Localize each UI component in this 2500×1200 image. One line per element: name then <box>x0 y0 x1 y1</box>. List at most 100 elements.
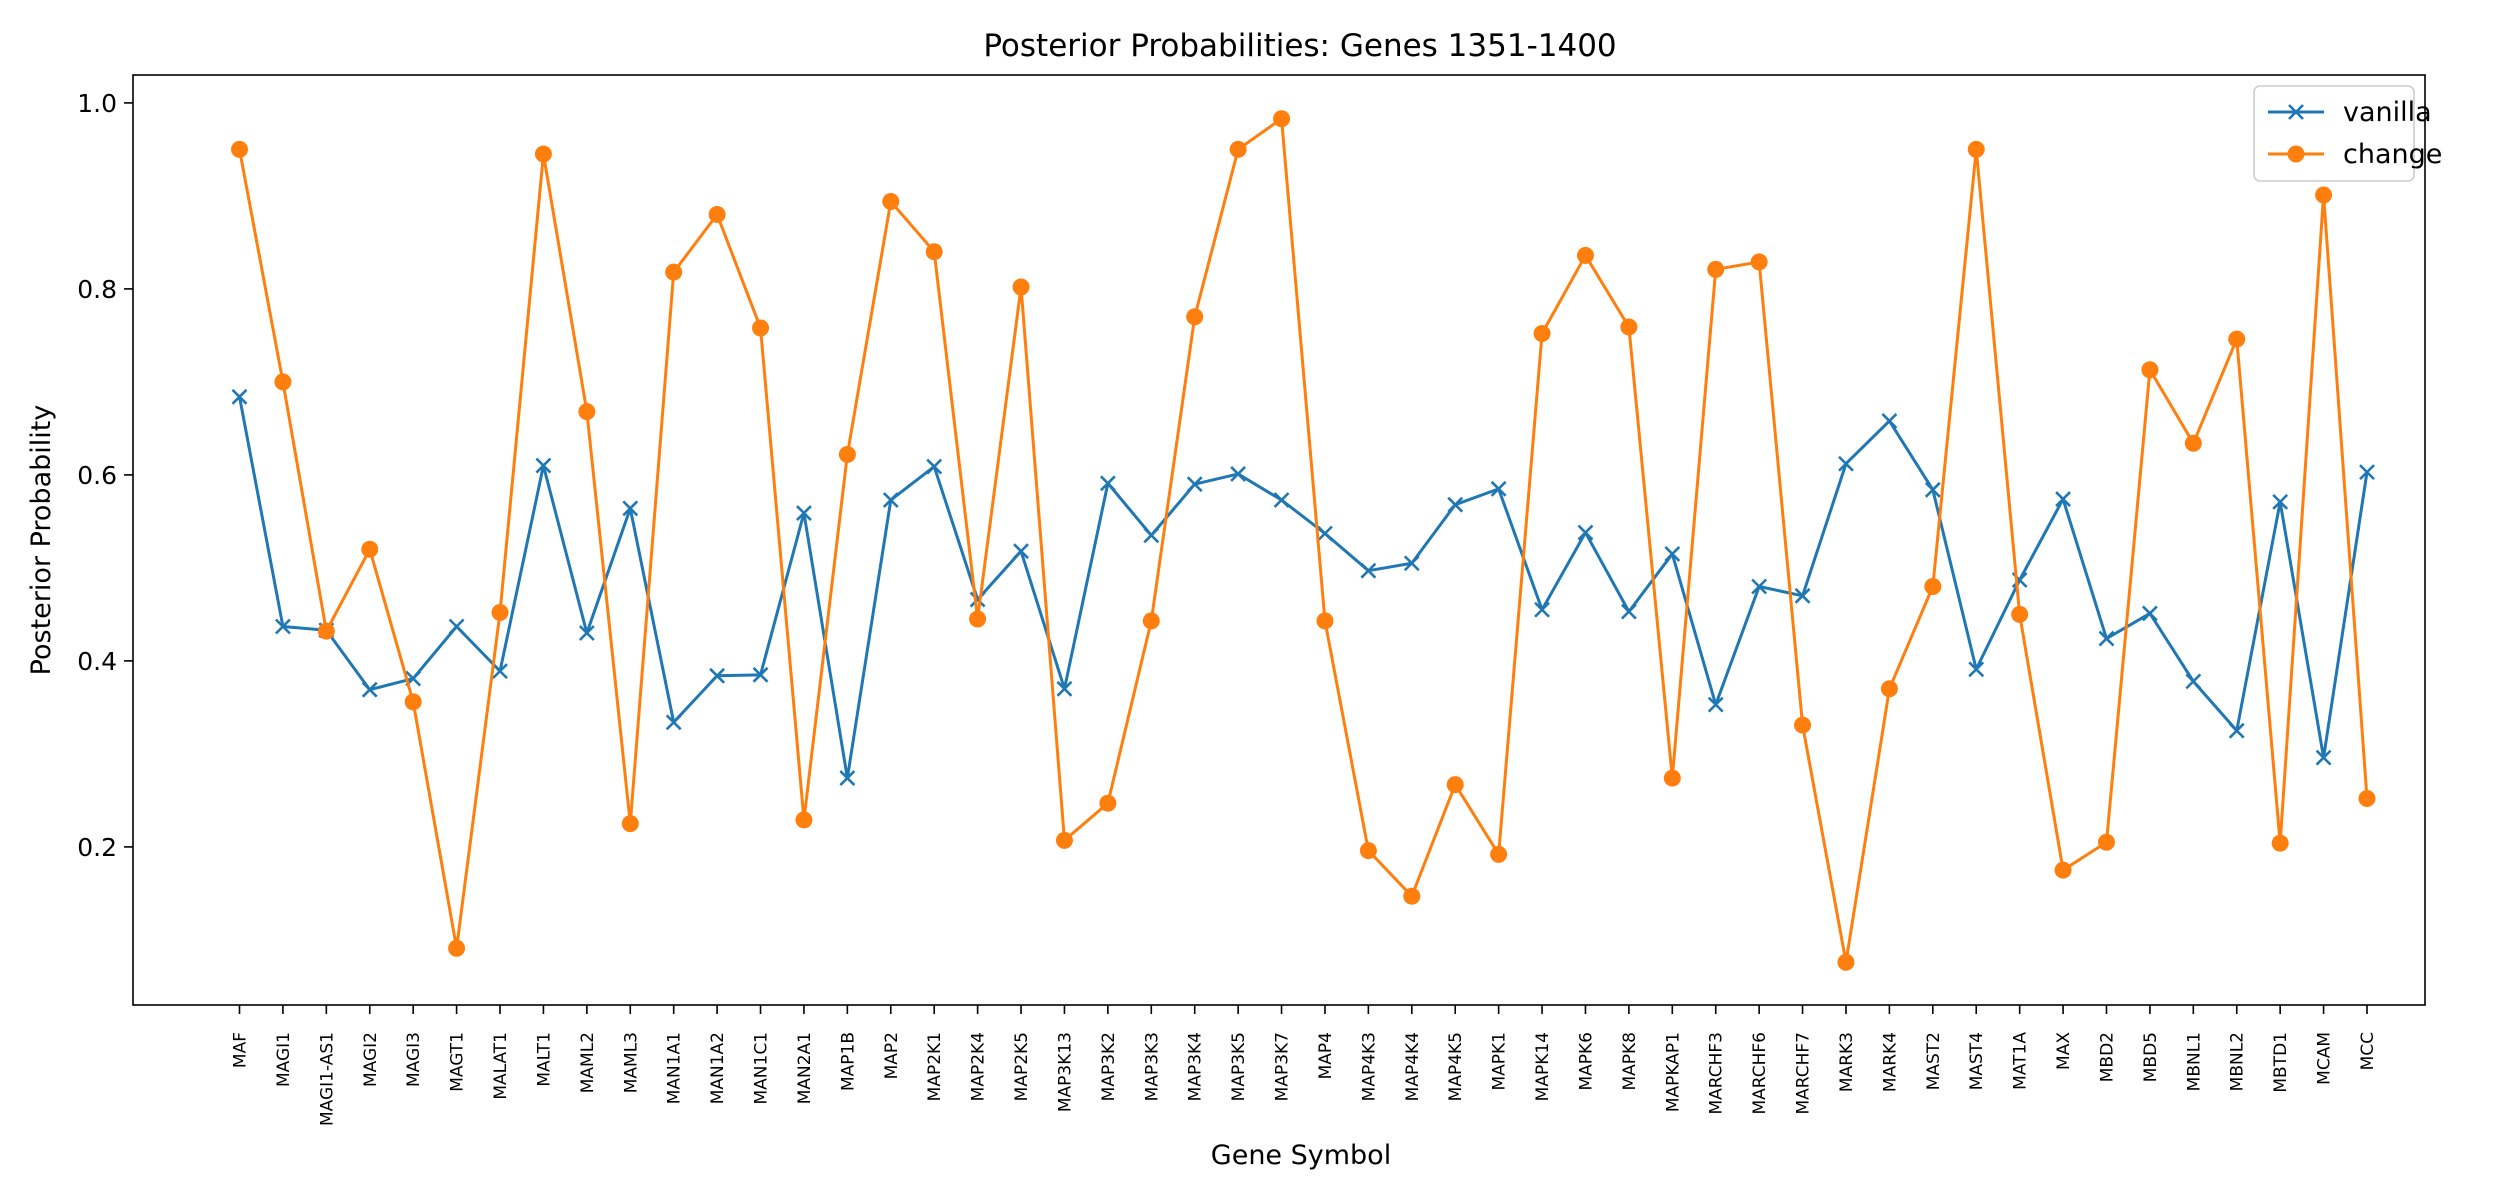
x-tick-label: MAN2A1 <box>795 1032 815 1104</box>
data-point-change <box>274 373 291 390</box>
x-tick-label: MAGI1 <box>274 1032 294 1087</box>
x-tick-label: MARK3 <box>1837 1032 1857 1092</box>
data-point-change <box>709 206 726 223</box>
y-tick-label: 0.8 <box>77 275 117 304</box>
x-tick-label: MAGI2 <box>361 1032 381 1087</box>
x-tick-label: MAP3K13 <box>1055 1032 1075 1112</box>
x-tick-label: MAPK14 <box>1533 1032 1553 1101</box>
x-tick-label: MBD5 <box>2141 1032 2161 1082</box>
x-tick-label: MAN1C1 <box>752 1032 772 1105</box>
data-point-change <box>1881 680 1898 697</box>
data-point-change <box>1490 846 1507 863</box>
legend: vanilla change <box>2254 86 2442 181</box>
data-point-change <box>926 243 943 260</box>
data-point-change <box>1099 795 1116 812</box>
x-tick-label: MAST4 <box>1967 1032 1987 1090</box>
x-tick-label: MAP4K4 <box>1403 1032 1423 1101</box>
data-point-change <box>1837 954 1854 971</box>
data-point-change <box>1968 141 1985 158</box>
x-tick-label: MAP4K3 <box>1359 1032 1379 1101</box>
x-tick-label: MAX <box>2054 1032 2074 1070</box>
x-tick-label: MAP2K5 <box>1012 1032 1032 1101</box>
legend-label-vanilla: vanilla <box>2343 97 2432 128</box>
data-point-change <box>1534 325 1551 342</box>
x-tick-label: MARCHF3 <box>1707 1032 1727 1115</box>
x-tick-label: MAP3K7 <box>1273 1032 1293 1101</box>
data-point-change <box>665 264 682 281</box>
x-tick-label: MAML3 <box>621 1032 641 1093</box>
data-point-change <box>448 940 465 957</box>
data-point-change <box>1360 842 1377 859</box>
data-point-change <box>1403 888 1420 905</box>
data-point-change <box>1056 832 1073 849</box>
x-tick-label: MAN1A2 <box>708 1032 728 1104</box>
x-tick-label: MAPK6 <box>1576 1032 1596 1091</box>
data-point-change <box>1794 717 1811 734</box>
data-point-change <box>1751 253 1768 270</box>
x-tick-label: MCC <box>2358 1032 2378 1070</box>
data-point-change <box>2315 186 2332 203</box>
x-tick-label: MAP4 <box>1316 1032 1336 1079</box>
data-point-change <box>1707 261 1724 278</box>
data-point-change <box>492 604 509 621</box>
y-tick-label: 0.6 <box>77 461 117 490</box>
data-point-change <box>795 811 812 828</box>
data-point-change <box>2141 361 2158 378</box>
data-point-change <box>969 611 986 628</box>
data-point-change <box>361 541 378 558</box>
data-point-change <box>1230 141 1247 158</box>
data-point-change <box>2098 834 2115 851</box>
x-tick-label: MAT1A <box>2011 1032 2031 1090</box>
x-tick-label: MAP4K5 <box>1446 1032 1466 1101</box>
data-point-change <box>1186 308 1203 325</box>
data-point-change <box>2055 862 2072 879</box>
data-point-change <box>882 193 899 210</box>
x-tick-label: MAP3K2 <box>1099 1032 1119 1101</box>
x-axis-label: Gene Symbol <box>1211 1140 1391 1171</box>
x-tick-label: MAP2K1 <box>925 1032 945 1101</box>
data-point-change <box>318 623 335 640</box>
x-tick-label: MALAT1 <box>491 1032 511 1100</box>
x-tick-label: MAP1B <box>838 1032 858 1091</box>
x-tick-label: MCAM <box>2315 1032 2335 1085</box>
x-tick-label: MARCHF7 <box>1794 1032 1814 1115</box>
x-tick-label: MARK4 <box>1880 1032 1900 1092</box>
legend-label-change: change <box>2343 139 2442 170</box>
x-tick-label: MBNL1 <box>2184 1032 2204 1091</box>
x-tick-label: MALT1 <box>534 1032 554 1087</box>
x-tick-label: MAPK1 <box>1490 1032 1510 1091</box>
x-tick-label: MAP2K4 <box>969 1032 989 1101</box>
y-axis-label: Posterior Probability <box>26 405 57 676</box>
data-point-change <box>2359 790 2376 807</box>
x-tick-label: MBD2 <box>2097 1032 2117 1082</box>
data-point-change <box>2011 606 2028 623</box>
y-tick-label: 1.0 <box>77 89 117 118</box>
x-tick-label: MBNL2 <box>2228 1032 2248 1091</box>
x-tick-label: MAGT1 <box>448 1032 468 1092</box>
data-point-change <box>2272 835 2289 852</box>
data-point-change <box>1577 247 1594 264</box>
data-point-change <box>2228 331 2245 348</box>
data-point-change <box>1316 612 1333 629</box>
x-tick-label: MAP2 <box>882 1032 902 1079</box>
data-point-change <box>1664 770 1681 787</box>
x-tick-label: MARCHF6 <box>1750 1032 1770 1115</box>
x-tick-label: MAPK8 <box>1620 1032 1640 1091</box>
data-point-change <box>535 146 552 163</box>
x-tick-label: MAGI3 <box>404 1032 424 1087</box>
y-tick-label: 0.4 <box>77 647 117 676</box>
data-point-change <box>1924 578 1941 595</box>
x-tick-label: MAGI1-AS1 <box>317 1032 337 1126</box>
data-point-change <box>231 141 248 158</box>
data-point-change <box>622 815 639 832</box>
data-point-change <box>1273 110 1290 127</box>
data-point-change <box>839 446 856 463</box>
x-tick-label: MAML2 <box>578 1032 598 1093</box>
x-tick-label: MAF <box>231 1032 251 1068</box>
data-point-change <box>1447 776 1464 793</box>
data-point-change <box>1143 612 1160 629</box>
data-point-change <box>405 693 422 710</box>
data-point-change <box>752 319 769 336</box>
